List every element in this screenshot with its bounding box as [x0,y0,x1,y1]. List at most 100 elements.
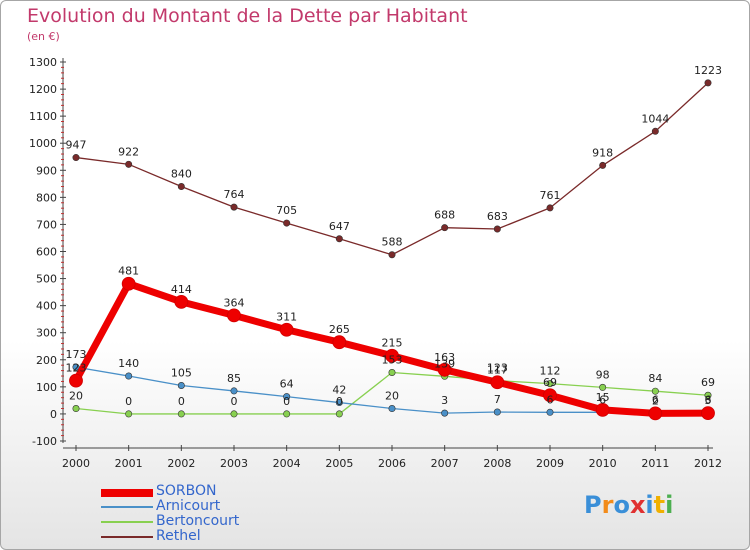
data-label: 414 [171,283,192,296]
logo-letter: i [645,491,654,519]
y-tick-label: 700 [36,218,57,231]
data-label: 84 [648,372,662,385]
logo-letter: o [613,491,630,519]
y-tick-label: 1000 [29,137,57,150]
data-point [599,383,607,391]
data-point [441,224,449,232]
x-tick-label: 2002 [167,457,195,470]
data-label: 0 [125,395,132,408]
data-point [701,406,715,421]
x-tick-label: 2010 [589,457,617,470]
data-point [174,294,189,309]
data-label: 311 [276,311,297,324]
data-point [283,219,291,227]
x-tick-label: 2011 [641,457,669,470]
data-label: 140 [118,357,139,370]
data-label: 840 [171,168,192,181]
data-point [279,322,294,337]
y-tick-label: 1100 [29,110,57,123]
y-tick-label: 200 [36,354,57,367]
data-label: 3 [441,394,448,407]
data-point [651,127,659,135]
data-label: 98 [596,368,610,381]
data-label: 761 [540,189,561,202]
data-label: 481 [118,265,139,278]
data-label: 105 [171,367,192,380]
data-label: 918 [592,146,613,159]
data-label: 123 [66,362,87,375]
data-point [388,251,396,259]
data-label: 705 [276,204,297,217]
data-point [177,410,185,418]
x-tick-label: 2008 [483,457,511,470]
legend-label: Bertoncourt [156,513,240,529]
data-label: 0 [178,395,185,408]
data-label: 364 [224,296,245,309]
data-label: 69 [543,376,557,389]
chart-unit: (en €) [27,30,60,43]
y-tick-label: 900 [36,164,57,177]
data-point [335,410,343,418]
axes: -100010020030040050060070080090010001100… [29,56,722,470]
data-point [335,235,343,243]
y-tick-label: 800 [36,191,57,204]
data-label: 7 [494,393,501,406]
data-point [177,382,185,390]
data-point [388,369,396,377]
data-label: 69 [701,376,715,389]
logo-letter: r [601,491,614,519]
data-label: 85 [227,372,241,385]
data-label: 163 [434,351,455,364]
data-point [543,388,557,403]
data-point [437,362,452,377]
chart-title: Evolution du Montant de la Dette par Hab… [27,5,468,27]
logo-letter: i [665,491,674,519]
data-label: 0 [283,395,290,408]
data-point [546,204,554,212]
data-point [125,160,133,168]
data-point [125,410,133,418]
data-point [493,408,501,416]
proxiti-logo: Proxiti [584,491,673,519]
data-label: 588 [382,236,403,249]
data-point [595,402,610,417]
data-point [648,406,663,421]
x-tick-label: 2005 [325,457,353,470]
data-label: 139 [434,357,455,370]
legend-swatch-bertoncourt [101,521,153,523]
data-label: 2 [652,394,659,407]
data-point [230,203,238,211]
legend-label: Arnicourt [156,498,221,514]
data-label: 15 [596,391,610,404]
data-label: 764 [224,188,245,201]
data-label: 6 [652,393,659,406]
data-point [125,372,133,380]
legend-label: Rethel [156,528,201,544]
x-tick-label: 2006 [378,457,406,470]
y-tick-label: 1200 [29,83,57,96]
x-tick-label: 2003 [220,457,248,470]
y-tick-label: 400 [36,300,57,313]
data-label: 20 [69,390,83,403]
data-point [121,276,136,291]
x-tick-label: 2009 [536,457,564,470]
data-label: 688 [434,209,455,222]
logo-letter: t [653,491,666,519]
y-tick-label: 500 [36,273,57,286]
data-point [704,79,712,87]
data-label: 3 [705,394,712,407]
logo-letter: x [629,491,646,519]
data-point [230,410,238,418]
data-label: 153 [382,354,403,367]
legend-swatch-rethel [101,536,153,538]
data-point [385,348,399,363]
data-label: 42 [332,384,346,397]
data-point [332,335,347,350]
data-point [283,393,291,401]
data-point [546,380,554,388]
data-label: 922 [118,145,139,158]
data-label: 0 [231,395,238,408]
legend-label: SORBON [156,483,217,499]
data-point [72,363,80,371]
series-layer [69,79,715,421]
